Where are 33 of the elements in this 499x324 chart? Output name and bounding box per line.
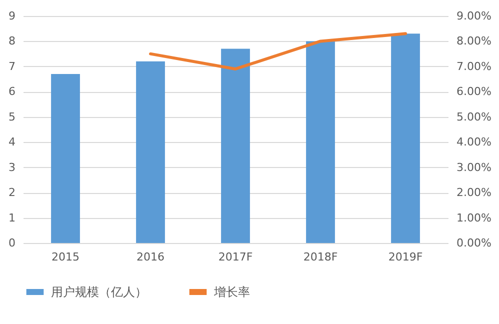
- x-tick-label: 2018F: [303, 250, 338, 264]
- y-tick-label: 0: [8, 236, 16, 250]
- x-tick-label: 2015: [52, 250, 80, 264]
- y2-tick-label: 3.00%: [456, 160, 492, 174]
- y-tick-label: 9: [8, 10, 16, 22]
- y-tick-label: 4: [8, 136, 16, 149]
- y2-tick-label: 4.00%: [456, 136, 492, 149]
- line-series: [149, 32, 407, 70]
- y2-tick-label: 0.00%: [456, 236, 492, 250]
- y2-tick-label: 6.00%: [456, 85, 492, 98]
- y2-tick-label: 7.00%: [456, 60, 492, 73]
- y2-tick-label: 1.00%: [456, 211, 492, 224]
- legend-label: 用户规模（亿人）: [51, 285, 147, 299]
- y-tick-label: 6: [8, 85, 16, 98]
- legend-label: 增长率: [213, 285, 250, 299]
- bar: [306, 41, 335, 243]
- y-tick-label: 7: [8, 60, 16, 73]
- y2-tick-label: 2.00%: [456, 186, 492, 200]
- y-tick-label: 3: [8, 160, 16, 174]
- bar: [221, 48, 250, 243]
- bar: [391, 34, 420, 243]
- y-tick-label: 8: [8, 34, 16, 48]
- y2-tick-label: 9.00%: [456, 10, 492, 22]
- y2-tick-label: 5.00%: [456, 110, 492, 124]
- y-tick-label: 2: [8, 186, 16, 200]
- bar: [51, 74, 80, 243]
- x-tick-label: 2019F: [388, 250, 423, 264]
- x-tick-label: 2017F: [218, 250, 253, 264]
- bar: [136, 61, 165, 243]
- y2-tick-label: 8.00%: [456, 34, 492, 48]
- y-tick-label: 5: [8, 110, 16, 124]
- x-tick-label: 2016: [136, 250, 164, 264]
- y-tick-label: 1: [8, 211, 16, 224]
